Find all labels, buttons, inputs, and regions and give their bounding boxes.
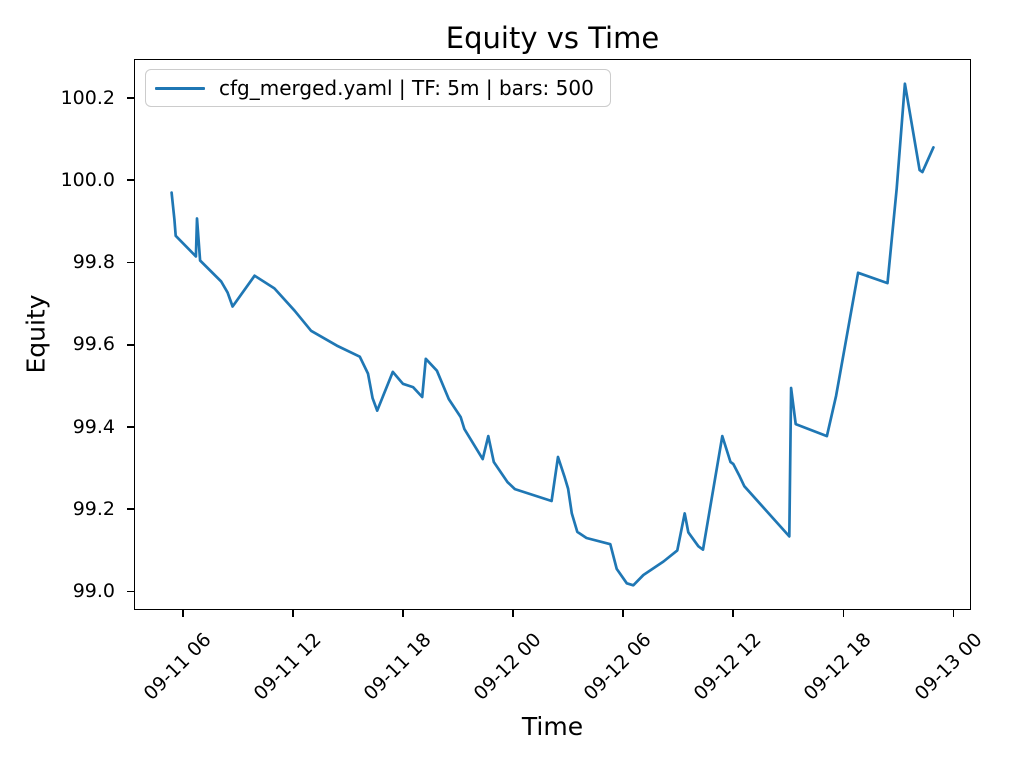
x-tick-label: 09-12 18 (800, 628, 877, 705)
y-tick-mark (127, 590, 134, 593)
x-tick-label: 09-12 00 (469, 628, 546, 705)
y-tick-mark (127, 97, 134, 99)
y-tick-label: 99.6 (72, 333, 115, 356)
x-tick-mark (181, 610, 184, 617)
x-tick-mark (952, 610, 955, 617)
x-tick-label: 09-11 06 (139, 628, 216, 705)
x-tick-mark (291, 610, 294, 617)
legend-label: cfg_merged.yaml | TF: 5m | bars: 500 (219, 76, 594, 100)
x-axis-label: Time (521, 712, 584, 741)
y-tick-mark (127, 508, 134, 511)
x-tick-label: 09-13 00 (910, 628, 987, 705)
chart-title: Equity vs Time (445, 21, 660, 55)
y-tick-label: 99.8 (72, 251, 115, 274)
y-tick-label: 99.0 (72, 579, 115, 602)
x-tick-mark (622, 610, 625, 617)
x-tick-mark (402, 610, 404, 617)
y-tick-mark (127, 426, 134, 428)
y-tick-label: 100.0 (60, 168, 115, 191)
y-tick-mark (127, 343, 134, 346)
x-tick-mark (512, 610, 514, 617)
legend-line-swatch (155, 86, 205, 90)
plot-area (134, 59, 971, 610)
y-tick-mark (127, 179, 134, 182)
y-tick-label: 100.2 (60, 86, 115, 109)
y-tick-label: 99.2 (72, 497, 115, 520)
x-tick-mark (842, 610, 845, 617)
x-tick-label: 09-12 06 (579, 628, 656, 705)
x-tick-label: 09-12 12 (689, 628, 766, 705)
y-tick-label: 99.4 (72, 415, 115, 438)
y-tick-mark (127, 261, 134, 264)
x-tick-label: 09-11 12 (249, 628, 326, 705)
legend-box: cfg_merged.yaml | TF: 5m | bars: 500 (145, 69, 611, 107)
x-tick-label: 09-11 18 (359, 628, 436, 705)
x-tick-mark (732, 610, 735, 617)
